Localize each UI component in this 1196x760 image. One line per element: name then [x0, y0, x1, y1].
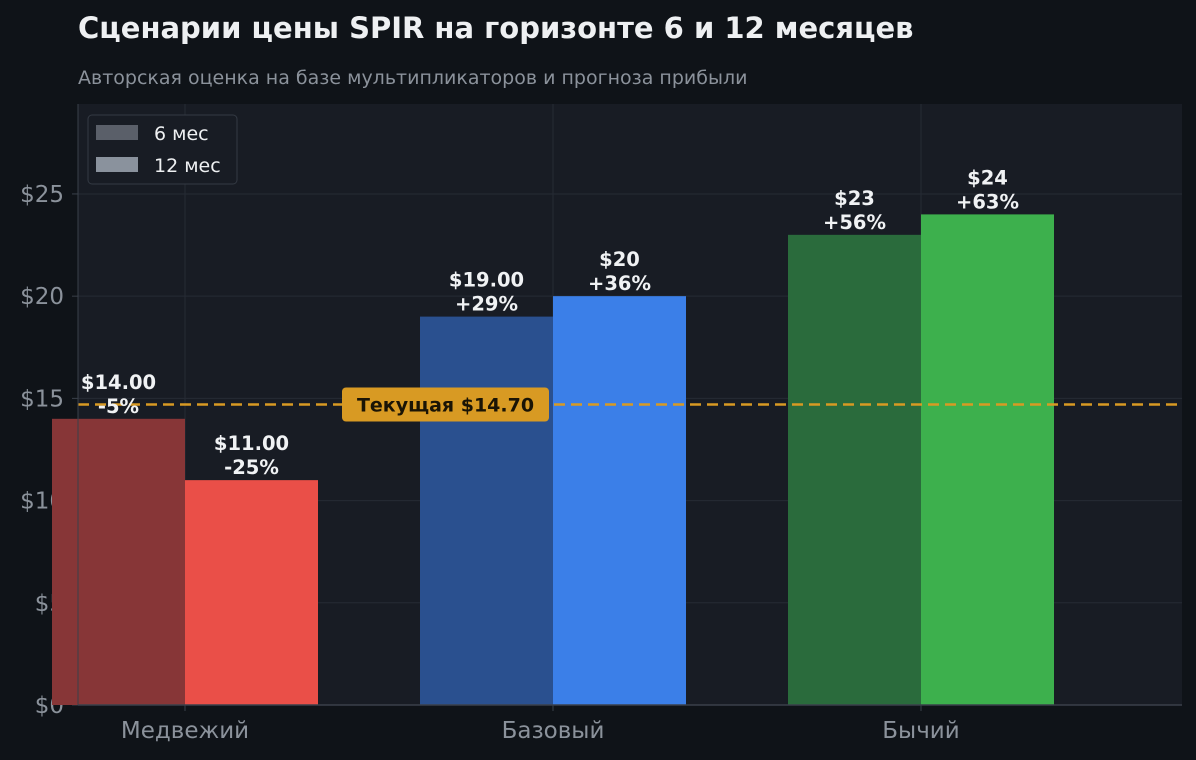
current-price-badge [342, 387, 549, 422]
y-tick-label: $20 [20, 284, 64, 310]
bar [420, 316, 553, 705]
bar-value-label: $19.00 [449, 269, 524, 292]
bar-change-label: -5% [98, 395, 139, 418]
bar [788, 234, 921, 705]
legend-swatch [96, 125, 138, 140]
legend-label: 6 мес [154, 123, 209, 145]
current-price-label: Текущая $14.70 [357, 395, 534, 417]
y-tick-label: $25 [20, 182, 64, 208]
bars [52, 214, 1054, 705]
bar [553, 296, 686, 705]
bar-change-label: -25% [224, 456, 279, 479]
bar-change-label: +63% [956, 190, 1019, 213]
chart-title: Сценарии цены SPIR на горизонте 6 и 12 м… [78, 11, 914, 45]
bar-value-label: $11.00 [214, 432, 289, 455]
bar [185, 480, 318, 705]
chart-subtitle: Авторская оценка на базе мультипликаторо… [78, 67, 748, 89]
bar-value-label: $23 [834, 187, 875, 210]
bar-change-label: +56% [823, 211, 886, 234]
bar [921, 214, 1054, 705]
bar-change-label: +29% [455, 293, 518, 316]
bar-value-label: $20 [599, 248, 640, 271]
bar-value-label: $24 [967, 166, 1008, 189]
x-category-label: Бычий [882, 718, 959, 744]
bar [52, 418, 185, 705]
legend-swatch [96, 157, 138, 172]
data-labels: $14.00-5%$19.00+29%$23+56%$11.00-25%$20+… [81, 166, 1019, 479]
bar-value-label: $14.00 [81, 371, 156, 394]
x-category-label: Базовый [502, 718, 605, 744]
bar-change-label: +36% [588, 272, 651, 295]
x-axis: Медвежий Базовый Бычий [77, 104, 1182, 744]
y-tick-label: $15 [20, 386, 64, 412]
legend-label: 12 мес [154, 155, 221, 177]
x-category-label: Медвежий [121, 718, 249, 744]
reference-line-group: Текущая $14.70 [78, 387, 1182, 422]
legend: 6 мес 12 мес [87, 114, 238, 185]
